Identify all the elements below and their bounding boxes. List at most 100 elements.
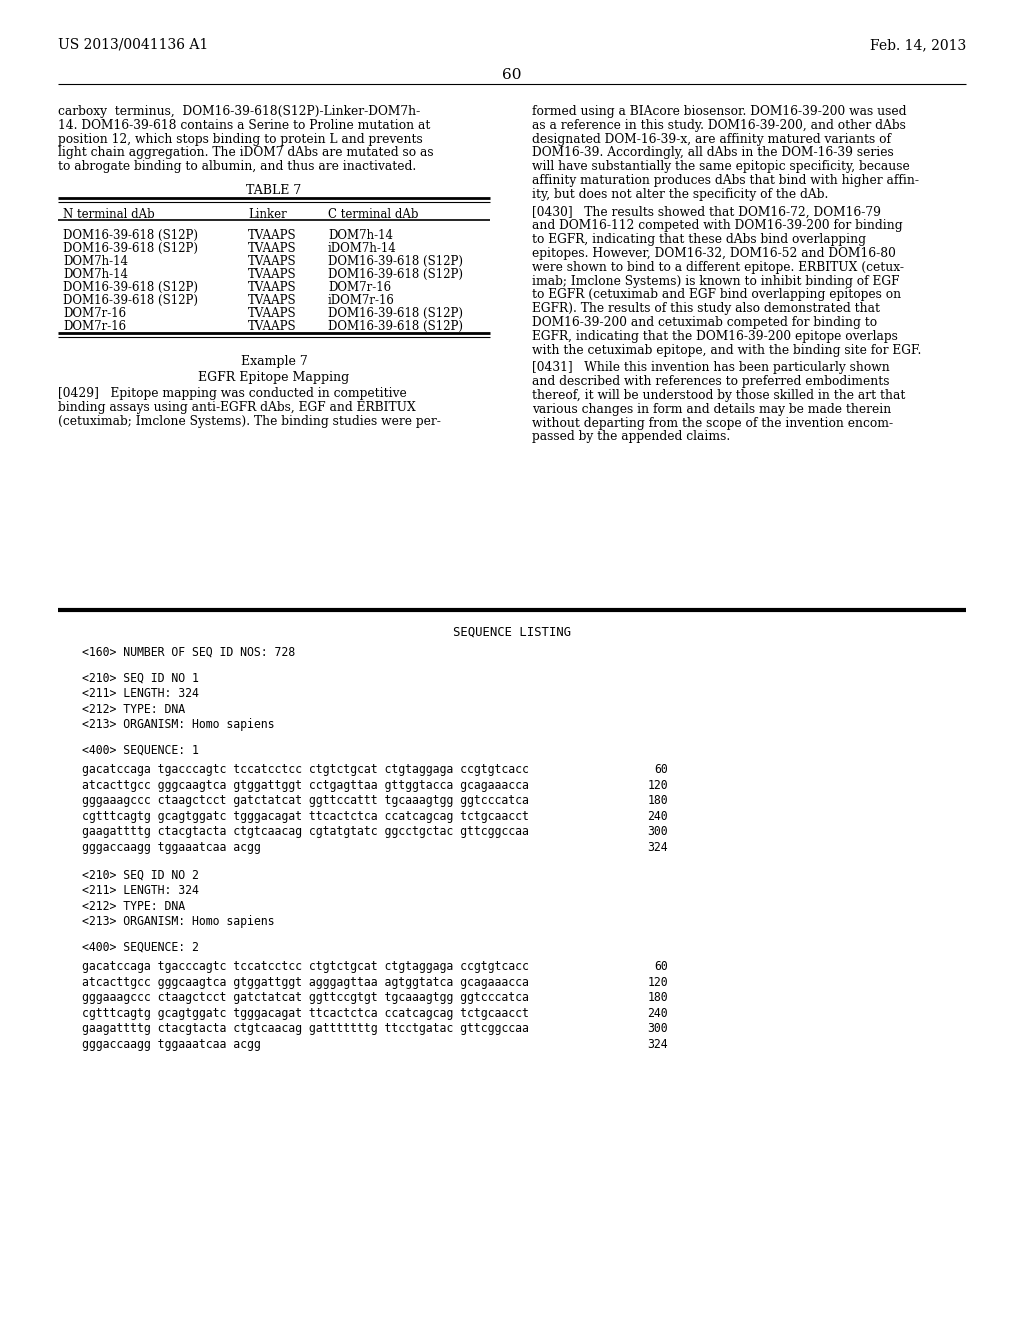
Text: DOM7h-14: DOM7h-14 — [328, 228, 393, 242]
Text: 324: 324 — [647, 841, 668, 854]
Text: passed by the appended claims.: passed by the appended claims. — [532, 430, 730, 444]
Text: EGFR). The results of this study also demonstrated that: EGFR). The results of this study also de… — [532, 302, 880, 315]
Text: <160> NUMBER OF SEQ ID NOS: 728: <160> NUMBER OF SEQ ID NOS: 728 — [82, 645, 295, 659]
Text: DOM16-39-618 (S12P): DOM16-39-618 (S12P) — [63, 294, 198, 308]
Text: EGFR Epitope Mapping: EGFR Epitope Mapping — [199, 371, 349, 384]
Text: gggaccaagg tggaaatcaa acgg: gggaccaagg tggaaatcaa acgg — [82, 841, 261, 854]
Text: 60: 60 — [654, 763, 668, 776]
Text: iDOM7h-14: iDOM7h-14 — [328, 242, 396, 255]
Text: <210> SEQ ID NO 1: <210> SEQ ID NO 1 — [82, 672, 199, 685]
Text: <400> SEQUENCE: 2: <400> SEQUENCE: 2 — [82, 941, 199, 953]
Text: 60: 60 — [502, 69, 522, 82]
Text: to EGFR, indicating that these dAbs bind overlapping: to EGFR, indicating that these dAbs bind… — [532, 234, 866, 247]
Text: EGFR, indicating that the DOM16-39-200 epitope overlaps: EGFR, indicating that the DOM16-39-200 e… — [532, 330, 898, 343]
Text: were shown to bind to a different epitope. ERBITUX (cetux-: were shown to bind to a different epitop… — [532, 261, 904, 273]
Text: TVAAPS: TVAAPS — [248, 319, 297, 333]
Text: DOM16-39-618 (S12P): DOM16-39-618 (S12P) — [63, 281, 198, 294]
Text: <212> TYPE: DNA: <212> TYPE: DNA — [82, 702, 185, 715]
Text: affinity maturation produces dAbs that bind with higher affin-: affinity maturation produces dAbs that b… — [532, 174, 919, 187]
Text: N terminal dAb: N terminal dAb — [63, 209, 155, 220]
Text: light chain aggregation. The iDOM7 dAbs are mutated so as: light chain aggregation. The iDOM7 dAbs … — [58, 147, 433, 160]
Text: 300: 300 — [647, 825, 668, 838]
Text: DOM16-39-200 and cetuximab competed for binding to: DOM16-39-200 and cetuximab competed for … — [532, 315, 878, 329]
Text: [0430]   The results showed that DOM16-72, DOM16-79: [0430] The results showed that DOM16-72,… — [532, 206, 881, 219]
Text: cgtttcagtg gcagtggatc tgggacagat ttcactctca ccatcagcag tctgcaacct: cgtttcagtg gcagtggatc tgggacagat ttcactc… — [82, 1007, 528, 1019]
Text: thereof, it will be understood by those skilled in the art that: thereof, it will be understood by those … — [532, 389, 905, 403]
Text: 120: 120 — [647, 975, 668, 989]
Text: TVAAPS: TVAAPS — [248, 281, 297, 294]
Text: C terminal dAb: C terminal dAb — [328, 209, 419, 220]
Text: DOM16-39-618 (S12P): DOM16-39-618 (S12P) — [63, 228, 198, 242]
Text: Example 7: Example 7 — [241, 355, 307, 368]
Text: 240: 240 — [647, 1007, 668, 1019]
Text: DOM16-39-618 (S12P): DOM16-39-618 (S12P) — [328, 255, 463, 268]
Text: DOM7r-16: DOM7r-16 — [63, 319, 126, 333]
Text: gaagattttg ctacgtacta ctgtcaacag cgtatgtatc ggcctgctac gttcggccaa: gaagattttg ctacgtacta ctgtcaacag cgtatgt… — [82, 825, 528, 838]
Text: gacatccaga tgacccagtc tccatcctcc ctgtctgcat ctgtaggaga ccgtgtcacc: gacatccaga tgacccagtc tccatcctcc ctgtctg… — [82, 763, 528, 776]
Text: 60: 60 — [654, 960, 668, 973]
Text: carboxy  terminus,  DOM16-39-618(S12P)-Linker-DOM7h-: carboxy terminus, DOM16-39-618(S12P)-Lin… — [58, 106, 420, 117]
Text: to EGFR (cetuximab and EGF bind overlapping epitopes on: to EGFR (cetuximab and EGF bind overlapp… — [532, 288, 901, 301]
Text: cgtttcagtg gcagtggatc tgggacagat ttcactctca ccatcagcag tctgcaacct: cgtttcagtg gcagtggatc tgggacagat ttcactc… — [82, 809, 528, 822]
Text: epitopes. However, DOM16-32, DOM16-52 and DOM16-80: epitopes. However, DOM16-32, DOM16-52 an… — [532, 247, 896, 260]
Text: US 2013/0041136 A1: US 2013/0041136 A1 — [58, 38, 208, 51]
Text: 14. DOM16-39-618 contains a Serine to Proline mutation at: 14. DOM16-39-618 contains a Serine to Pr… — [58, 119, 430, 132]
Text: iDOM7r-16: iDOM7r-16 — [328, 294, 395, 308]
Text: 324: 324 — [647, 1038, 668, 1051]
Text: and described with references to preferred embodiments: and described with references to preferr… — [532, 375, 890, 388]
Text: gggaccaagg tggaaatcaa acgg: gggaccaagg tggaaatcaa acgg — [82, 1038, 261, 1051]
Text: will have substantially the same epitopic specificity, because: will have substantially the same epitopi… — [532, 160, 909, 173]
Text: gaagattttg ctacgtacta ctgtcaacag gatttttttg ttcctgatac gttcggccaa: gaagattttg ctacgtacta ctgtcaacag gattttt… — [82, 1022, 528, 1035]
Text: DOM16-39-618 (S12P): DOM16-39-618 (S12P) — [328, 319, 463, 333]
Text: DOM16-39-618 (S12P): DOM16-39-618 (S12P) — [328, 308, 463, 319]
Text: Feb. 14, 2013: Feb. 14, 2013 — [869, 38, 966, 51]
Text: <213> ORGANISM: Homo sapiens: <213> ORGANISM: Homo sapiens — [82, 915, 274, 928]
Text: SEQUENCE LISTING: SEQUENCE LISTING — [453, 626, 571, 639]
Text: DOM16-39-618 (S12P): DOM16-39-618 (S12P) — [328, 268, 463, 281]
Text: TVAAPS: TVAAPS — [248, 228, 297, 242]
Text: 240: 240 — [647, 809, 668, 822]
Text: 300: 300 — [647, 1022, 668, 1035]
Text: DOM7r-16: DOM7r-16 — [63, 308, 126, 319]
Text: <210> SEQ ID NO 2: <210> SEQ ID NO 2 — [82, 869, 199, 882]
Text: TVAAPS: TVAAPS — [248, 255, 297, 268]
Text: formed using a BIAcore biosensor. DOM16-39-200 was used: formed using a BIAcore biosensor. DOM16-… — [532, 106, 906, 117]
Text: and DOM16-112 competed with DOM16-39-200 for binding: and DOM16-112 competed with DOM16-39-200… — [532, 219, 902, 232]
Text: 120: 120 — [647, 779, 668, 792]
Text: <212> TYPE: DNA: <212> TYPE: DNA — [82, 899, 185, 912]
Text: to abrogate binding to albumin, and thus are inactivated.: to abrogate binding to albumin, and thus… — [58, 160, 416, 173]
Text: gacatccaga tgacccagtc tccatcctcc ctgtctgcat ctgtaggaga ccgtgtcacc: gacatccaga tgacccagtc tccatcctcc ctgtctg… — [82, 960, 528, 973]
Text: atcacttgcc gggcaagtca gtggattggt cctgagttaa gttggtacca gcagaaacca: atcacttgcc gggcaagtca gtggattggt cctgagt… — [82, 779, 528, 792]
Text: ity, but does not alter the specificity of the dAb.: ity, but does not alter the specificity … — [532, 187, 828, 201]
Text: binding assays using anti-EGFR dAbs, EGF and ERBITUX: binding assays using anti-EGFR dAbs, EGF… — [58, 401, 416, 413]
Text: TVAAPS: TVAAPS — [248, 268, 297, 281]
Text: 180: 180 — [647, 991, 668, 1005]
Text: gggaaagccc ctaagctcct gatctatcat ggttccattt tgcaaagtgg ggtcccatca: gggaaagccc ctaagctcct gatctatcat ggttcca… — [82, 795, 528, 807]
Text: TVAAPS: TVAAPS — [248, 242, 297, 255]
Text: DOM7h-14: DOM7h-14 — [63, 268, 128, 281]
Text: without departing from the scope of the invention encom-: without departing from the scope of the … — [532, 417, 893, 429]
Text: <211> LENGTH: 324: <211> LENGTH: 324 — [82, 688, 199, 700]
Text: DOM16-39. Accordingly, all dAbs in the DOM-16-39 series: DOM16-39. Accordingly, all dAbs in the D… — [532, 147, 894, 160]
Text: [0431]   While this invention has been particularly shown: [0431] While this invention has been par… — [532, 362, 890, 375]
Text: <211> LENGTH: 324: <211> LENGTH: 324 — [82, 884, 199, 898]
Text: DOM7r-16: DOM7r-16 — [328, 281, 391, 294]
Text: as a reference in this study. DOM16-39-200, and other dAbs: as a reference in this study. DOM16-39-2… — [532, 119, 906, 132]
Text: (cetuximab; Imclone Systems). The binding studies were per-: (cetuximab; Imclone Systems). The bindin… — [58, 414, 441, 428]
Text: designated DOM-16-39-x, are affinity matured variants of: designated DOM-16-39-x, are affinity mat… — [532, 132, 891, 145]
Text: TVAAPS: TVAAPS — [248, 294, 297, 308]
Text: <400> SEQUENCE: 1: <400> SEQUENCE: 1 — [82, 743, 199, 756]
Text: <213> ORGANISM: Homo sapiens: <213> ORGANISM: Homo sapiens — [82, 718, 274, 731]
Text: 180: 180 — [647, 795, 668, 807]
Text: position 12, which stops binding to protein L and prevents: position 12, which stops binding to prot… — [58, 132, 423, 145]
Text: with the cetuximab epitope, and with the binding site for EGF.: with the cetuximab epitope, and with the… — [532, 343, 922, 356]
Text: various changes in form and details may be made therein: various changes in form and details may … — [532, 403, 891, 416]
Text: TABLE 7: TABLE 7 — [247, 183, 302, 197]
Text: TVAAPS: TVAAPS — [248, 308, 297, 319]
Text: atcacttgcc gggcaagtca gtggattggt agggagttaa agtggtatca gcagaaacca: atcacttgcc gggcaagtca gtggattggt agggagt… — [82, 975, 528, 989]
Text: gggaaagccc ctaagctcct gatctatcat ggttccgtgt tgcaaagtgg ggtcccatca: gggaaagccc ctaagctcct gatctatcat ggttccg… — [82, 991, 528, 1005]
Text: [0429]   Epitope mapping was conducted in competitive: [0429] Epitope mapping was conducted in … — [58, 387, 407, 400]
Text: DOM7h-14: DOM7h-14 — [63, 255, 128, 268]
Text: imab; Imclone Systems) is known to inhibit binding of EGF: imab; Imclone Systems) is known to inhib… — [532, 275, 899, 288]
Text: DOM16-39-618 (S12P): DOM16-39-618 (S12P) — [63, 242, 198, 255]
